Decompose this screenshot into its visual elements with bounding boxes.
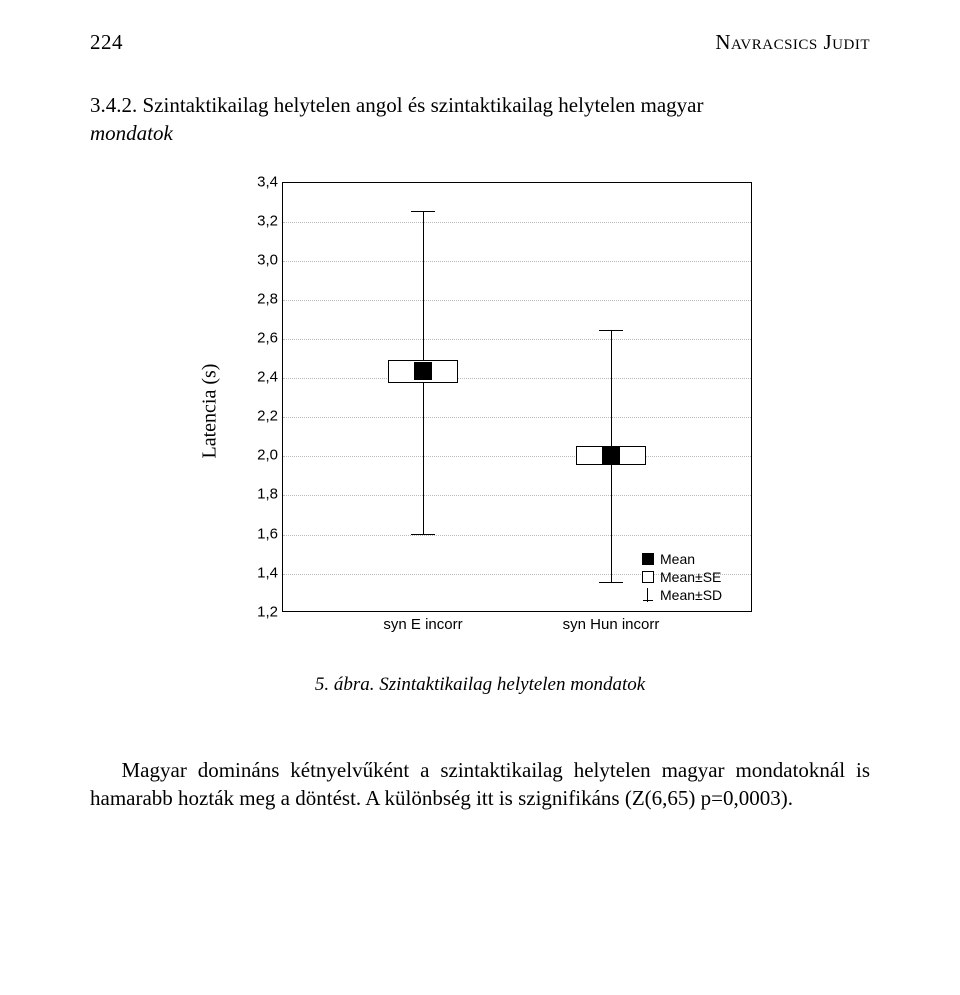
figure-caption: 5. ábra. Szintaktikailag helytelen monda…: [90, 674, 870, 696]
gridline: [283, 222, 751, 223]
mean-marker: [602, 446, 620, 464]
gridline: [283, 339, 751, 340]
caption-text: Szintaktikailag helytelen mondatok: [379, 674, 645, 695]
legend-label: Mean: [660, 550, 695, 568]
chart-frame: [282, 182, 752, 612]
gridline: [283, 261, 751, 262]
legend-symbol: [642, 589, 654, 601]
x-tick-label: syn Hun incorr: [563, 616, 660, 633]
y-tick-label: 2,0: [246, 447, 278, 464]
section-number: 3.4.2.: [90, 93, 137, 117]
y-tick-label: 1,8: [246, 486, 278, 503]
legend-row: Mean: [642, 550, 722, 568]
sd-whisker-cap: [411, 211, 435, 212]
page: 224 Navracsics Judit 3.4.2. Szintaktikai…: [0, 0, 960, 995]
y-tick-label: 2,6: [246, 330, 278, 347]
running-header: 224 Navracsics Judit: [90, 30, 870, 55]
y-tick-label: 3,2: [246, 212, 278, 229]
x-tick-label: syn E incorr: [383, 616, 462, 633]
section-heading: 3.4.2. Szintaktikailag helytelen angol é…: [90, 91, 870, 148]
y-tick-label: 3,4: [246, 173, 278, 190]
section-title-line1: Szintaktikailag helytelen angol és szint…: [143, 93, 704, 117]
legend-symbol: [642, 571, 654, 583]
y-tick-label: 2,2: [246, 408, 278, 425]
legend-row: Mean±SE: [642, 568, 722, 586]
page-number: 224: [90, 30, 123, 55]
gridline: [283, 456, 751, 457]
y-tick-label: 1,4: [246, 564, 278, 581]
y-tick-label: 3,0: [246, 251, 278, 268]
y-tick-label: 1,6: [246, 525, 278, 542]
gridline: [283, 300, 751, 301]
gridline: [283, 495, 751, 496]
sd-whisker-cap: [599, 330, 623, 331]
author-name: Navracsics Judit: [715, 30, 870, 55]
body-paragraph: Magyar domináns kétnyelvűként a szintakt…: [90, 756, 870, 813]
sd-whisker-cap: [599, 582, 623, 583]
gridline: [283, 378, 751, 379]
mean-marker: [414, 362, 432, 380]
legend-symbol: [642, 553, 654, 565]
y-tick-label: 2,8: [246, 290, 278, 307]
y-tick-label: 1,2: [246, 603, 278, 620]
chart-legend: MeanMean±SEMean±SD: [642, 550, 722, 604]
caption-label: 5. ábra.: [315, 674, 375, 695]
legend-label: Mean±SE: [660, 568, 721, 586]
y-axis-label: Latencia (s): [199, 363, 222, 458]
legend-label: Mean±SD: [660, 586, 722, 604]
gridline: [283, 417, 751, 418]
latency-chart: Latencia (s) 1,2 1,4 1,6 1,8 2,0 2,2 2,4 2,6 2,8…: [200, 176, 760, 646]
legend-row: Mean±SD: [642, 586, 722, 604]
y-tick-label: 2,4: [246, 369, 278, 386]
sd-whisker-cap: [411, 534, 435, 535]
section-title-line2: mondatok: [90, 121, 173, 145]
gridline: [283, 535, 751, 536]
